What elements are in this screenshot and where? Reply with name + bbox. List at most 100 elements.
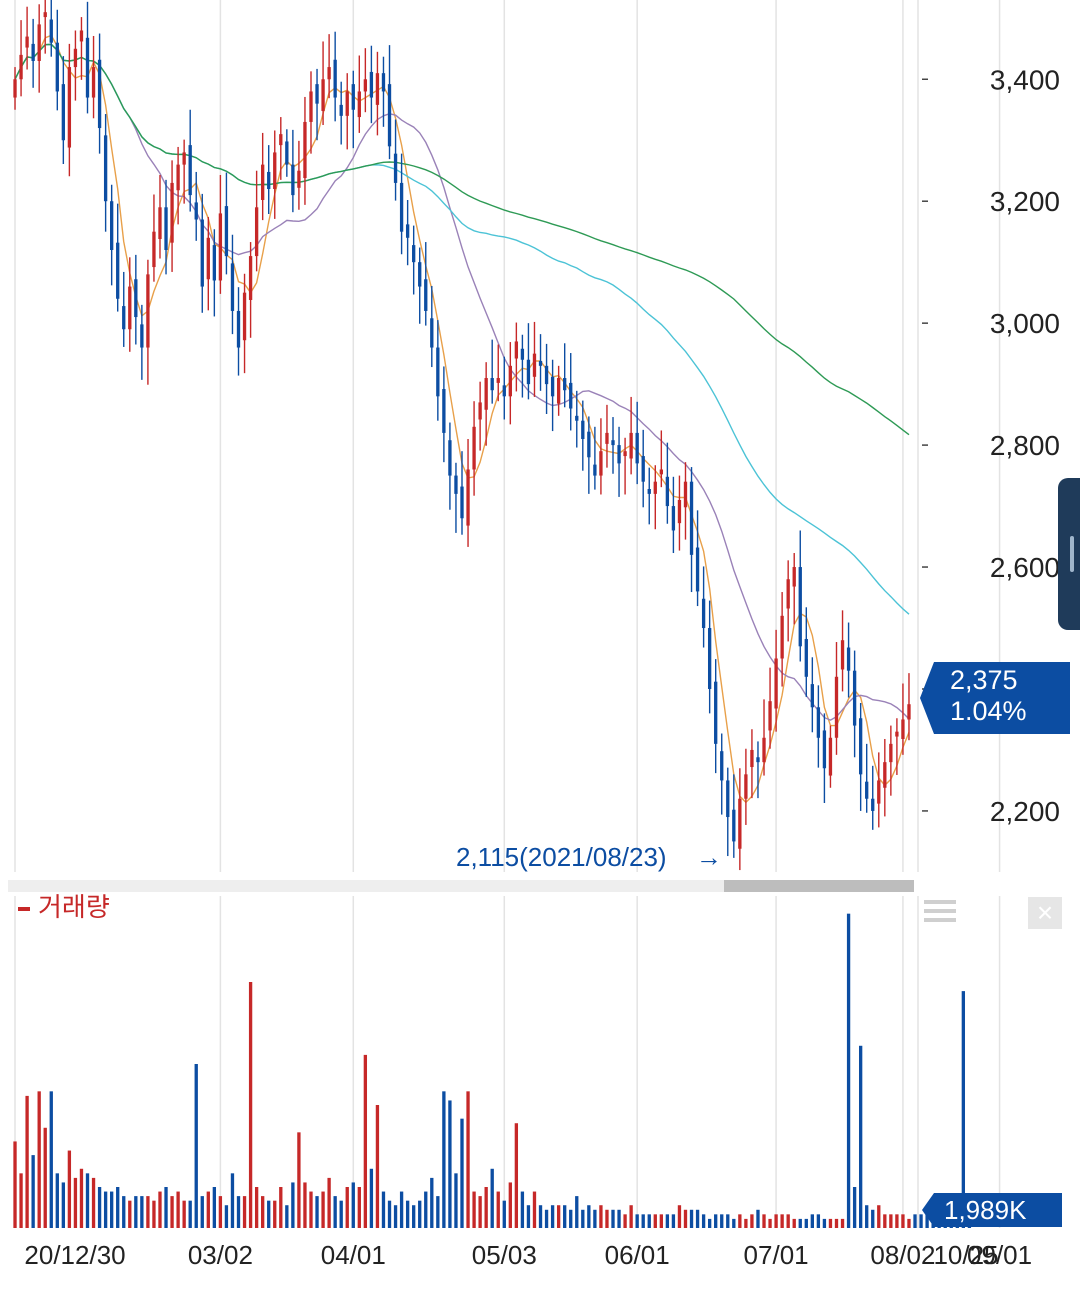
candle-body (514, 341, 519, 359)
volume-bar (647, 1214, 651, 1228)
candle-body (339, 104, 343, 116)
chart-scrollbar[interactable] (8, 880, 914, 892)
current-volume: 1,989K (944, 1195, 1027, 1225)
volume-bar (110, 1191, 114, 1228)
candle-body (786, 579, 790, 609)
volume-bar (261, 1196, 265, 1228)
volume-bar (792, 1218, 796, 1228)
volume-bar (804, 1218, 808, 1228)
candle-body (599, 451, 603, 476)
candle-body (333, 59, 337, 98)
volume-bar (490, 1168, 494, 1228)
candle-body (387, 84, 392, 147)
volume-bar (85, 1173, 90, 1228)
candle-body (454, 475, 458, 494)
candle-body (587, 431, 591, 458)
volume-bar (37, 1091, 41, 1228)
volume-legend-label: 거래량 (38, 892, 110, 922)
volume-bar (412, 1205, 416, 1228)
candle-body (152, 231, 156, 268)
volume-bar (387, 1200, 392, 1228)
volume-bar (285, 1205, 289, 1228)
date-tick-label: 04/01 (321, 1240, 386, 1270)
candle-body (774, 658, 778, 709)
volume-bar (665, 1214, 670, 1228)
current-price: 2,375 (950, 665, 1018, 695)
candle-body (563, 378, 567, 391)
candle-body (43, 12, 47, 18)
volume-bars (13, 913, 972, 1228)
volume-bar (846, 913, 851, 1228)
volume-bar (895, 1214, 899, 1228)
moving-average-line (14, 43, 910, 721)
volume-bar (140, 1196, 144, 1228)
volume-bar (267, 1200, 271, 1228)
scrollbar-thumb[interactable] (724, 880, 914, 892)
close-icon[interactable]: × (1028, 897, 1062, 929)
volume-bar (871, 1209, 875, 1228)
candle-body (206, 237, 210, 280)
volume-bar (430, 1177, 434, 1228)
volume-bar (738, 1214, 742, 1228)
volume-bar (816, 1214, 821, 1228)
candle-body (683, 481, 688, 508)
candle-body (750, 749, 754, 768)
volume-bar (581, 1209, 585, 1228)
candle-body (490, 378, 494, 391)
volume-bar (478, 1196, 482, 1228)
candle-body (134, 279, 138, 318)
candle-body (883, 762, 887, 788)
candle-body (671, 506, 676, 531)
volume-bar (315, 1196, 319, 1228)
candle-body (273, 152, 277, 190)
volume-bar (224, 1205, 229, 1228)
volume-bar (635, 1214, 639, 1228)
volume-bar (103, 1191, 108, 1228)
candle-body (611, 440, 615, 446)
volume-bar (732, 1218, 736, 1228)
volume-bar (399, 1191, 404, 1228)
candle-body (285, 141, 289, 165)
hamburger-menu-icon[interactable] (924, 900, 956, 924)
volume-bar (309, 1191, 313, 1228)
candle-body (478, 402, 482, 420)
candle-body (158, 207, 162, 240)
volume-bar (484, 1187, 488, 1228)
candle-body (617, 445, 621, 464)
side-panel-handle[interactable] (1058, 478, 1080, 630)
candle-body (871, 798, 875, 811)
volume-bar (49, 1091, 53, 1228)
candle-body (472, 426, 476, 470)
volume-bar (828, 1218, 833, 1228)
candle-body (665, 476, 670, 507)
volume-bar (345, 1187, 349, 1228)
volume-bar (617, 1209, 621, 1228)
candle-body (635, 432, 639, 464)
date-axis: 20/12/30 03/02 04/01 05/03 06/01 07/01 08/02 09… (24, 1240, 1032, 1270)
volume-bar (363, 1054, 368, 1228)
candle-body (327, 67, 331, 80)
candle-body (430, 318, 434, 348)
candle-body (248, 256, 253, 300)
candle-body (810, 684, 814, 708)
volume-bar (714, 1214, 718, 1228)
volume-bar (134, 1196, 138, 1228)
candle-body (182, 152, 186, 165)
price-grid (14, 0, 1001, 872)
candle-body (67, 67, 72, 148)
candle-body (31, 43, 35, 61)
candle-body (623, 451, 627, 457)
volume-bar (762, 1214, 766, 1228)
volume-bar (236, 1196, 241, 1228)
volume-bar (720, 1214, 724, 1228)
candle-body (780, 615, 784, 659)
candle-body (418, 262, 422, 287)
volume-bar (919, 1214, 923, 1228)
current-volume-badge: 1,989K (922, 1193, 1062, 1227)
volume-bar (750, 1214, 754, 1228)
volume-bar (73, 1177, 78, 1228)
candle-body (351, 84, 355, 110)
candle-body (369, 71, 374, 98)
